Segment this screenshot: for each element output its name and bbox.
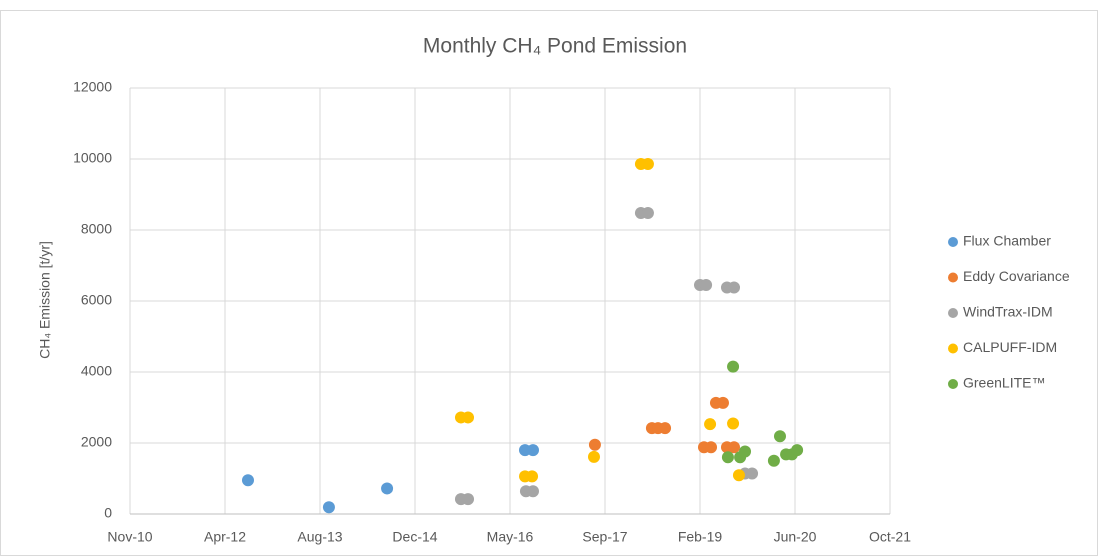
point bbox=[739, 445, 752, 458]
point bbox=[641, 206, 654, 219]
x-tick-label: Nov-10 bbox=[107, 529, 152, 545]
legend-marker bbox=[948, 272, 958, 283]
point bbox=[721, 451, 734, 464]
legend-marker bbox=[948, 379, 958, 389]
point bbox=[716, 396, 729, 409]
point bbox=[526, 485, 539, 498]
point bbox=[727, 417, 740, 430]
y-tick-label: 6000 bbox=[81, 292, 112, 308]
x-tick-label: Oct-21 bbox=[869, 529, 911, 545]
x-tick-label: Jun-20 bbox=[774, 529, 817, 545]
x-tick-label: Aug-13 bbox=[297, 529, 342, 545]
point bbox=[462, 411, 475, 424]
y-axis-label: CH₄ Emission [t/yr] bbox=[37, 241, 53, 359]
y-tick-label: 8000 bbox=[81, 221, 112, 237]
point bbox=[381, 482, 394, 495]
y-tick-label: 2000 bbox=[81, 434, 112, 450]
point bbox=[746, 467, 759, 480]
legend-label: GreenLITE™ bbox=[963, 375, 1045, 391]
y-tick-label: 0 bbox=[104, 505, 112, 521]
point bbox=[659, 422, 672, 435]
point bbox=[526, 444, 539, 457]
point bbox=[773, 430, 786, 443]
x-tick-label: May-16 bbox=[487, 529, 534, 545]
legend-label: WindTrax-IDM bbox=[963, 304, 1053, 320]
x-tick-label: Apr-12 bbox=[204, 529, 246, 545]
legend-marker bbox=[948, 308, 958, 318]
point bbox=[705, 441, 718, 454]
point bbox=[462, 493, 475, 506]
point bbox=[704, 418, 717, 431]
chart-title: Monthly CH₄ Pond Emission bbox=[423, 35, 687, 58]
point bbox=[767, 454, 780, 467]
x-tick-label: Sep-17 bbox=[582, 529, 627, 545]
point bbox=[791, 444, 804, 457]
legend-marker bbox=[948, 343, 958, 354]
point bbox=[322, 501, 335, 514]
point bbox=[732, 469, 745, 482]
point bbox=[727, 360, 740, 373]
point bbox=[728, 441, 741, 454]
y-tick-label: 12000 bbox=[73, 79, 112, 95]
point bbox=[587, 450, 600, 463]
legend-label: Eddy Covariance bbox=[963, 268, 1070, 284]
x-tick-label: Dec-14 bbox=[392, 529, 437, 545]
point bbox=[588, 438, 601, 451]
point bbox=[700, 279, 713, 292]
point bbox=[241, 474, 254, 487]
legend-label: CALPUFF-IDM bbox=[963, 339, 1057, 355]
chart-border bbox=[0, 10, 1098, 556]
y-tick-label: 10000 bbox=[73, 150, 112, 166]
point bbox=[526, 470, 539, 483]
x-tick-label: Feb-19 bbox=[678, 529, 723, 545]
legend-label: Flux Chamber bbox=[963, 233, 1051, 249]
point bbox=[728, 281, 741, 294]
point bbox=[641, 157, 654, 170]
y-tick-label: 4000 bbox=[81, 363, 112, 379]
legend-marker bbox=[948, 237, 958, 247]
